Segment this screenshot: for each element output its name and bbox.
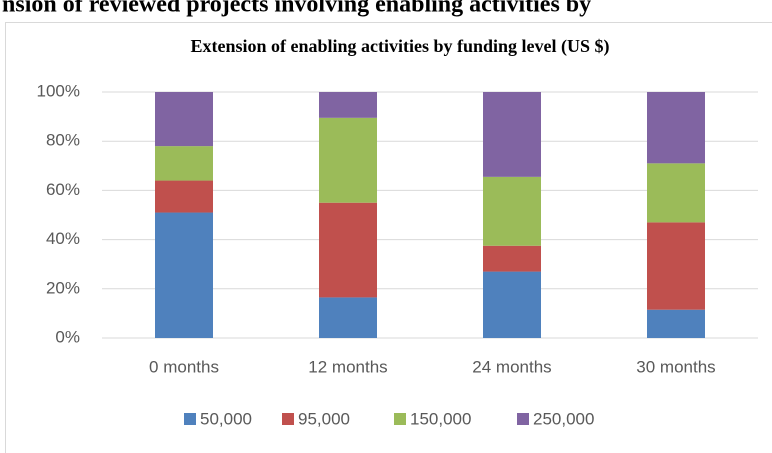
legend-label: 50,000 bbox=[200, 409, 252, 428]
x-tick-label: 24 months bbox=[472, 357, 551, 376]
bar-segment bbox=[319, 117, 377, 203]
legend-label: 95,000 bbox=[298, 409, 350, 428]
y-tick-label: 60% bbox=[46, 180, 80, 199]
bar-segment bbox=[647, 163, 705, 223]
bar-segment bbox=[319, 297, 377, 338]
bar-segment bbox=[155, 180, 213, 213]
bar-segment bbox=[155, 146, 213, 181]
legend-swatch bbox=[394, 413, 406, 425]
bar-segment bbox=[483, 92, 541, 177]
bar-segment bbox=[647, 222, 705, 310]
chart-title: Extension of enabling activities by fund… bbox=[190, 36, 609, 57]
bar-segment bbox=[647, 309, 705, 338]
bar-segment bbox=[319, 202, 377, 298]
y-tick-label: 0% bbox=[55, 327, 80, 346]
bar-segment bbox=[483, 245, 541, 272]
legend-swatch bbox=[282, 413, 294, 425]
legend-swatch bbox=[184, 413, 196, 425]
bar-segment bbox=[483, 271, 541, 338]
bar-segment bbox=[647, 92, 705, 164]
bar-segment bbox=[155, 212, 213, 338]
y-tick-label: 80% bbox=[46, 131, 80, 150]
page-heading: nsion of reviewed projects involving ena… bbox=[2, 0, 591, 18]
legend-swatch bbox=[517, 413, 529, 425]
bar-segment bbox=[319, 92, 377, 118]
x-tick-label: 30 months bbox=[636, 357, 715, 376]
x-tick-label: 12 months bbox=[308, 357, 387, 376]
y-tick-label: 100% bbox=[37, 81, 80, 100]
chart-frame bbox=[5, 22, 772, 453]
legend-label: 250,000 bbox=[533, 409, 594, 428]
y-tick-label: 20% bbox=[46, 278, 80, 297]
bar-segment bbox=[483, 176, 541, 246]
y-tick-label: 40% bbox=[46, 229, 80, 248]
x-tick-label: 0 months bbox=[149, 357, 219, 376]
legend-label: 150,000 bbox=[410, 409, 471, 428]
bar-segment bbox=[155, 92, 213, 147]
